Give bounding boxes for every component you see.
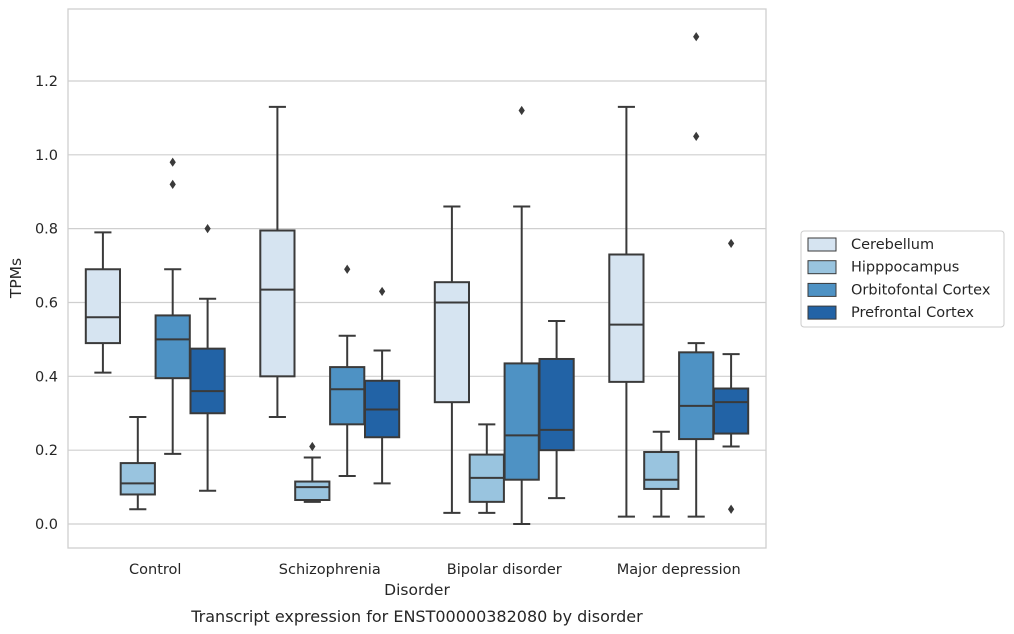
box-iqr xyxy=(503,362,540,481)
x-axis-title: Disorder xyxy=(384,581,450,599)
outlier-point xyxy=(169,157,176,167)
x-tick-label: Major depression xyxy=(617,562,741,578)
box-iqr xyxy=(712,387,750,435)
x-tick-label: Schizophrenia xyxy=(279,562,381,578)
box-orbitofontal-cortex xyxy=(678,32,715,518)
box-prefrontal-cortex xyxy=(189,224,226,492)
x-tick-label: Bipolar disorder xyxy=(447,562,562,578)
outlier-point xyxy=(693,32,700,42)
box-hipppocampus xyxy=(468,423,505,514)
box-orbitofontal-cortex xyxy=(154,157,191,455)
box-iqr xyxy=(643,451,680,490)
y-tick-labels: 0.0 0.2 0.4 0.6 0.8 1.0 1.2 xyxy=(35,74,58,533)
legend-label-cerebellum: Cerebellum xyxy=(851,237,934,253)
box-iqr xyxy=(84,268,122,345)
outlier-point xyxy=(344,264,351,274)
y-axis-title: TPMs xyxy=(7,258,25,299)
box-iqr xyxy=(119,462,156,496)
legend-swatch-cerebellum xyxy=(807,237,837,252)
y-tick-label: 1.2 xyxy=(35,74,58,90)
box-iqr xyxy=(538,357,575,452)
outlier-point xyxy=(378,286,386,297)
box-iqr xyxy=(294,480,331,502)
outlier-point xyxy=(693,131,700,141)
legend-swatch-orbitofontal-cortex xyxy=(807,282,837,297)
legend-label-prefrontal-cortex: Prefrontal Cortex xyxy=(851,305,974,321)
legend-frame xyxy=(800,230,1005,328)
outlier-point xyxy=(309,441,316,452)
box-prefrontal-cortex xyxy=(538,319,575,500)
outlier-point xyxy=(727,504,735,514)
y-tick-label: 0.2 xyxy=(35,443,58,459)
box-groups xyxy=(84,32,750,526)
outlier-point xyxy=(204,224,211,234)
box-hipppocampus xyxy=(643,430,680,518)
box-iqr xyxy=(329,366,366,426)
y-tick-label: 0.6 xyxy=(35,295,58,311)
plot-frame xyxy=(67,8,767,549)
figure-caption: Transcript expression for ENST0000038208… xyxy=(190,607,643,626)
outlier-point xyxy=(169,179,176,189)
y-tick-label: 0.8 xyxy=(35,222,58,238)
legend-swatch-prefrontal-cortex xyxy=(807,305,837,320)
legend-label-hipppocampus: Hipppocampus xyxy=(851,260,959,276)
y-tick-label: 0.0 xyxy=(35,517,58,533)
box-prefrontal-cortex xyxy=(712,238,750,514)
outlier-point xyxy=(727,238,735,249)
box-iqr xyxy=(608,253,645,383)
box-prefrontal-cortex xyxy=(363,286,401,485)
box-iqr xyxy=(678,351,715,441)
box-hipppocampus xyxy=(119,415,156,511)
y-tick-label: 1.0 xyxy=(35,148,58,164)
box-iqr xyxy=(154,314,191,380)
box-orbitofontal-cortex xyxy=(503,105,540,526)
box-cerebellum xyxy=(259,105,296,418)
box-cerebellum xyxy=(608,105,645,518)
box-iqr xyxy=(189,347,226,415)
box-iqr xyxy=(433,281,471,404)
box-cerebellum xyxy=(84,231,122,374)
legend: Cerebellum Hipppocampus Orbitofontal Corte… xyxy=(800,230,1005,328)
outlier-point xyxy=(518,105,525,116)
x-tick-label: Control xyxy=(129,562,181,578)
box-hipppocampus xyxy=(294,441,331,503)
box-iqr xyxy=(259,229,296,378)
box-orbitofontal-cortex xyxy=(329,264,366,478)
box-cerebellum xyxy=(433,205,471,514)
legend-swatch-hipppocampus xyxy=(807,260,837,275)
legend-label-orbitofontal-cortex: Orbitofontal Cortex xyxy=(851,282,991,298)
y-tick-label: 0.4 xyxy=(35,369,58,385)
x-tick-labels: Control Schizophrenia Bipolar disorder Majo… xyxy=(129,562,741,578)
